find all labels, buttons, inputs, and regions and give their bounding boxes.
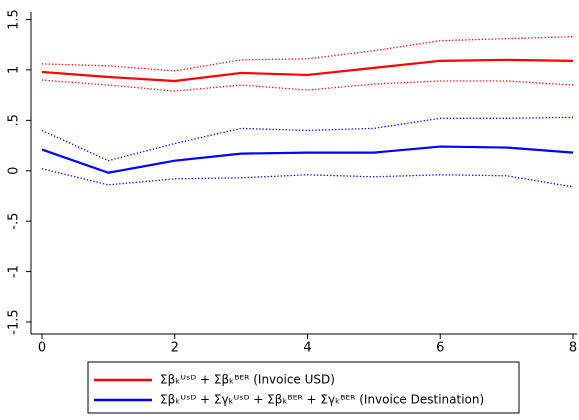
y-tick-label: .5 (7, 114, 22, 126)
y-tick-label: -1 (7, 265, 22, 278)
legend-label: Σβₖᵁˢᴰ + Σβₖᴮᴱᴿ (Invoice USD) (160, 373, 335, 387)
x-tick-label: 0 (38, 341, 46, 356)
x-tick-label: 2 (171, 341, 179, 356)
confidence-line (41, 168, 574, 188)
series-line (41, 145, 574, 174)
y-tick-label: -.5 (7, 213, 22, 230)
series-line (41, 58, 574, 83)
x-tick-label: 4 (303, 341, 311, 356)
y-tick-label: -1.5 (7, 309, 22, 334)
legend-label: Σβₖᵁˢᴰ + Σγₖᵁˢᴰ + Σβₖᴮᴱᴿ + Σγₖᴮᴱᴿ (Invoi… (160, 393, 484, 407)
y-tick-label: 1.5 (7, 9, 22, 30)
legend-box (87, 361, 520, 414)
x-tick-label: 6 (436, 341, 444, 356)
y-tick-label: 0 (7, 167, 22, 175)
x-tick-label: 8 (569, 341, 577, 356)
y-tick-label: 1 (7, 66, 22, 74)
confidence-line (41, 116, 574, 162)
